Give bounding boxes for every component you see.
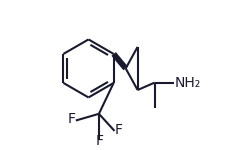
Text: F: F — [68, 112, 76, 126]
Text: F: F — [115, 123, 123, 137]
Text: NH₂: NH₂ — [175, 76, 201, 90]
Text: F: F — [96, 134, 104, 148]
